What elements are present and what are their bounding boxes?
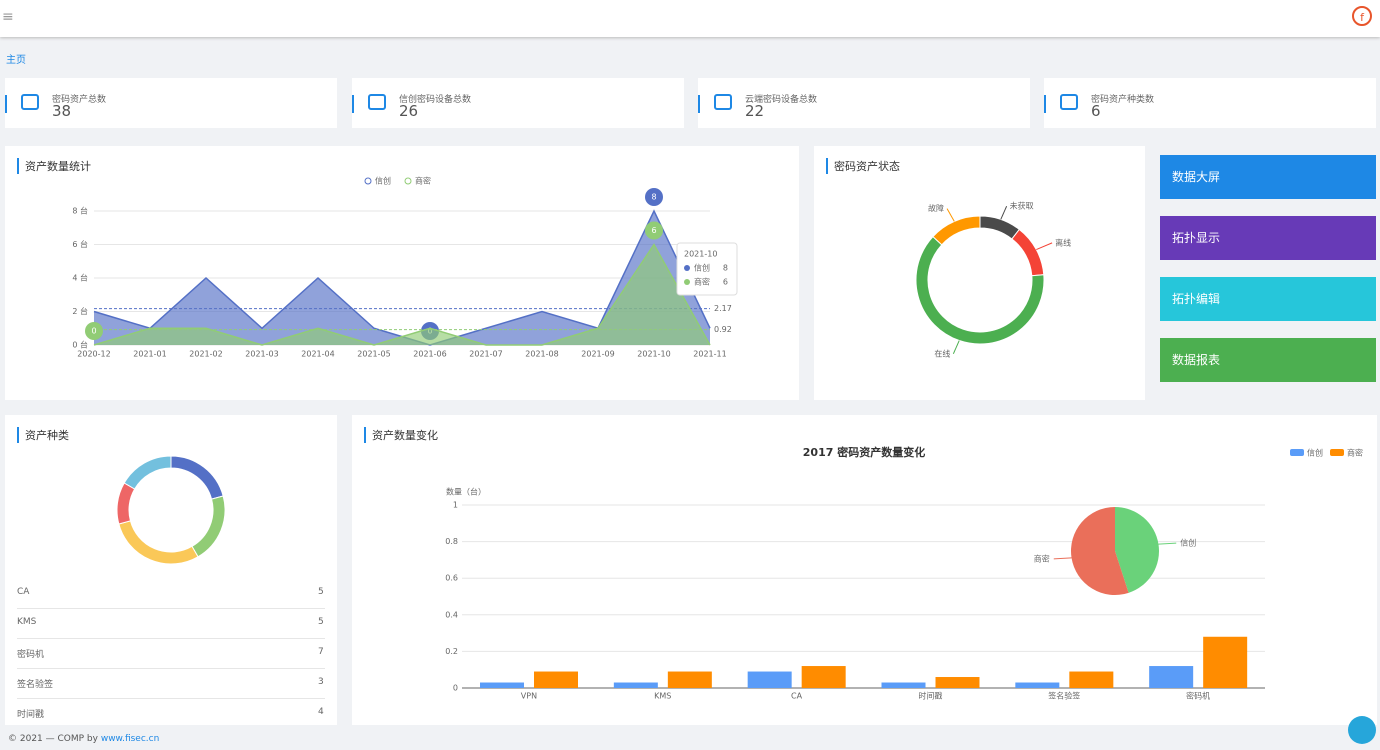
panel-title: 资产数量统计 [17,158,91,174]
nav-button[interactable]: 数据报表 [1160,338,1376,382]
stat-label: 云端密码设备总数 [745,95,818,105]
nav-button[interactable]: 数据大屏 [1160,155,1376,199]
panel-title: 密码资产状态 [826,158,900,174]
menu-toggle[interactable]: ≡ [2,9,14,25]
accent [352,95,354,113]
list-name: 密码机 [17,650,45,660]
list-divider [17,698,325,699]
help-button[interactable] [1348,716,1376,744]
stat-label: 信创密码设备总数 [399,95,472,105]
stat-value: 22 [745,102,765,120]
accent [1044,95,1046,113]
accent [698,95,700,113]
asset-panel: 资产数量统计 [5,146,799,400]
accent [5,95,7,113]
panel-title: 资产数量变化 [364,427,438,443]
breadcrumb[interactable]: 主页 [6,55,26,66]
top-bar: ≡ f [0,0,1380,37]
list-name: 签名验签 [17,680,54,690]
list-value: 5 [318,617,324,627]
nav-button[interactable]: 拓扑显示 [1160,216,1376,260]
status-panel: 密码资产状态 [814,146,1145,400]
list-divider [17,638,325,639]
stat-card: 密码资产种类数 6 [1044,78,1376,128]
stat-label: 密码资产种类数 [1091,95,1155,105]
stat-icon [368,94,386,110]
list-divider [17,668,325,669]
stat-icon [714,94,732,110]
list-name: 时间戳 [17,710,45,720]
nav-button[interactable]: 拓扑编辑 [1160,277,1376,321]
footer-link[interactable]: www.fisec.cn [100,734,160,744]
type-panel: 资产种类 [5,415,337,725]
stat-icon [1060,94,1078,110]
panel-title: 资产种类 [17,427,69,443]
list-value: 7 [318,647,324,657]
list-name: CA [17,587,30,597]
stat-value: 6 [1091,102,1101,120]
list-value: 4 [318,707,324,717]
stat-card: 云端密码设备总数 22 [698,78,1030,128]
stat-value: 26 [399,102,419,120]
footer: © 2021 — COMP by www.fisec.cn [0,728,1380,750]
stat-card: 密码资产总数 38 [5,78,337,128]
stat-label: 密码资产总数 [52,95,107,105]
stat-card: 信创密码设备总数 26 [352,78,684,128]
stat-icon [21,94,39,110]
list-divider [17,608,325,609]
footer-text: © 2021 — COMP by [8,734,98,744]
list-value: 5 [318,587,324,597]
list-name: KMS [17,617,37,627]
logo[interactable]: f [1352,6,1372,26]
stat-value: 38 [52,102,72,120]
list-value: 3 [318,677,324,687]
change-panel: 资产数量变化 [352,415,1377,725]
